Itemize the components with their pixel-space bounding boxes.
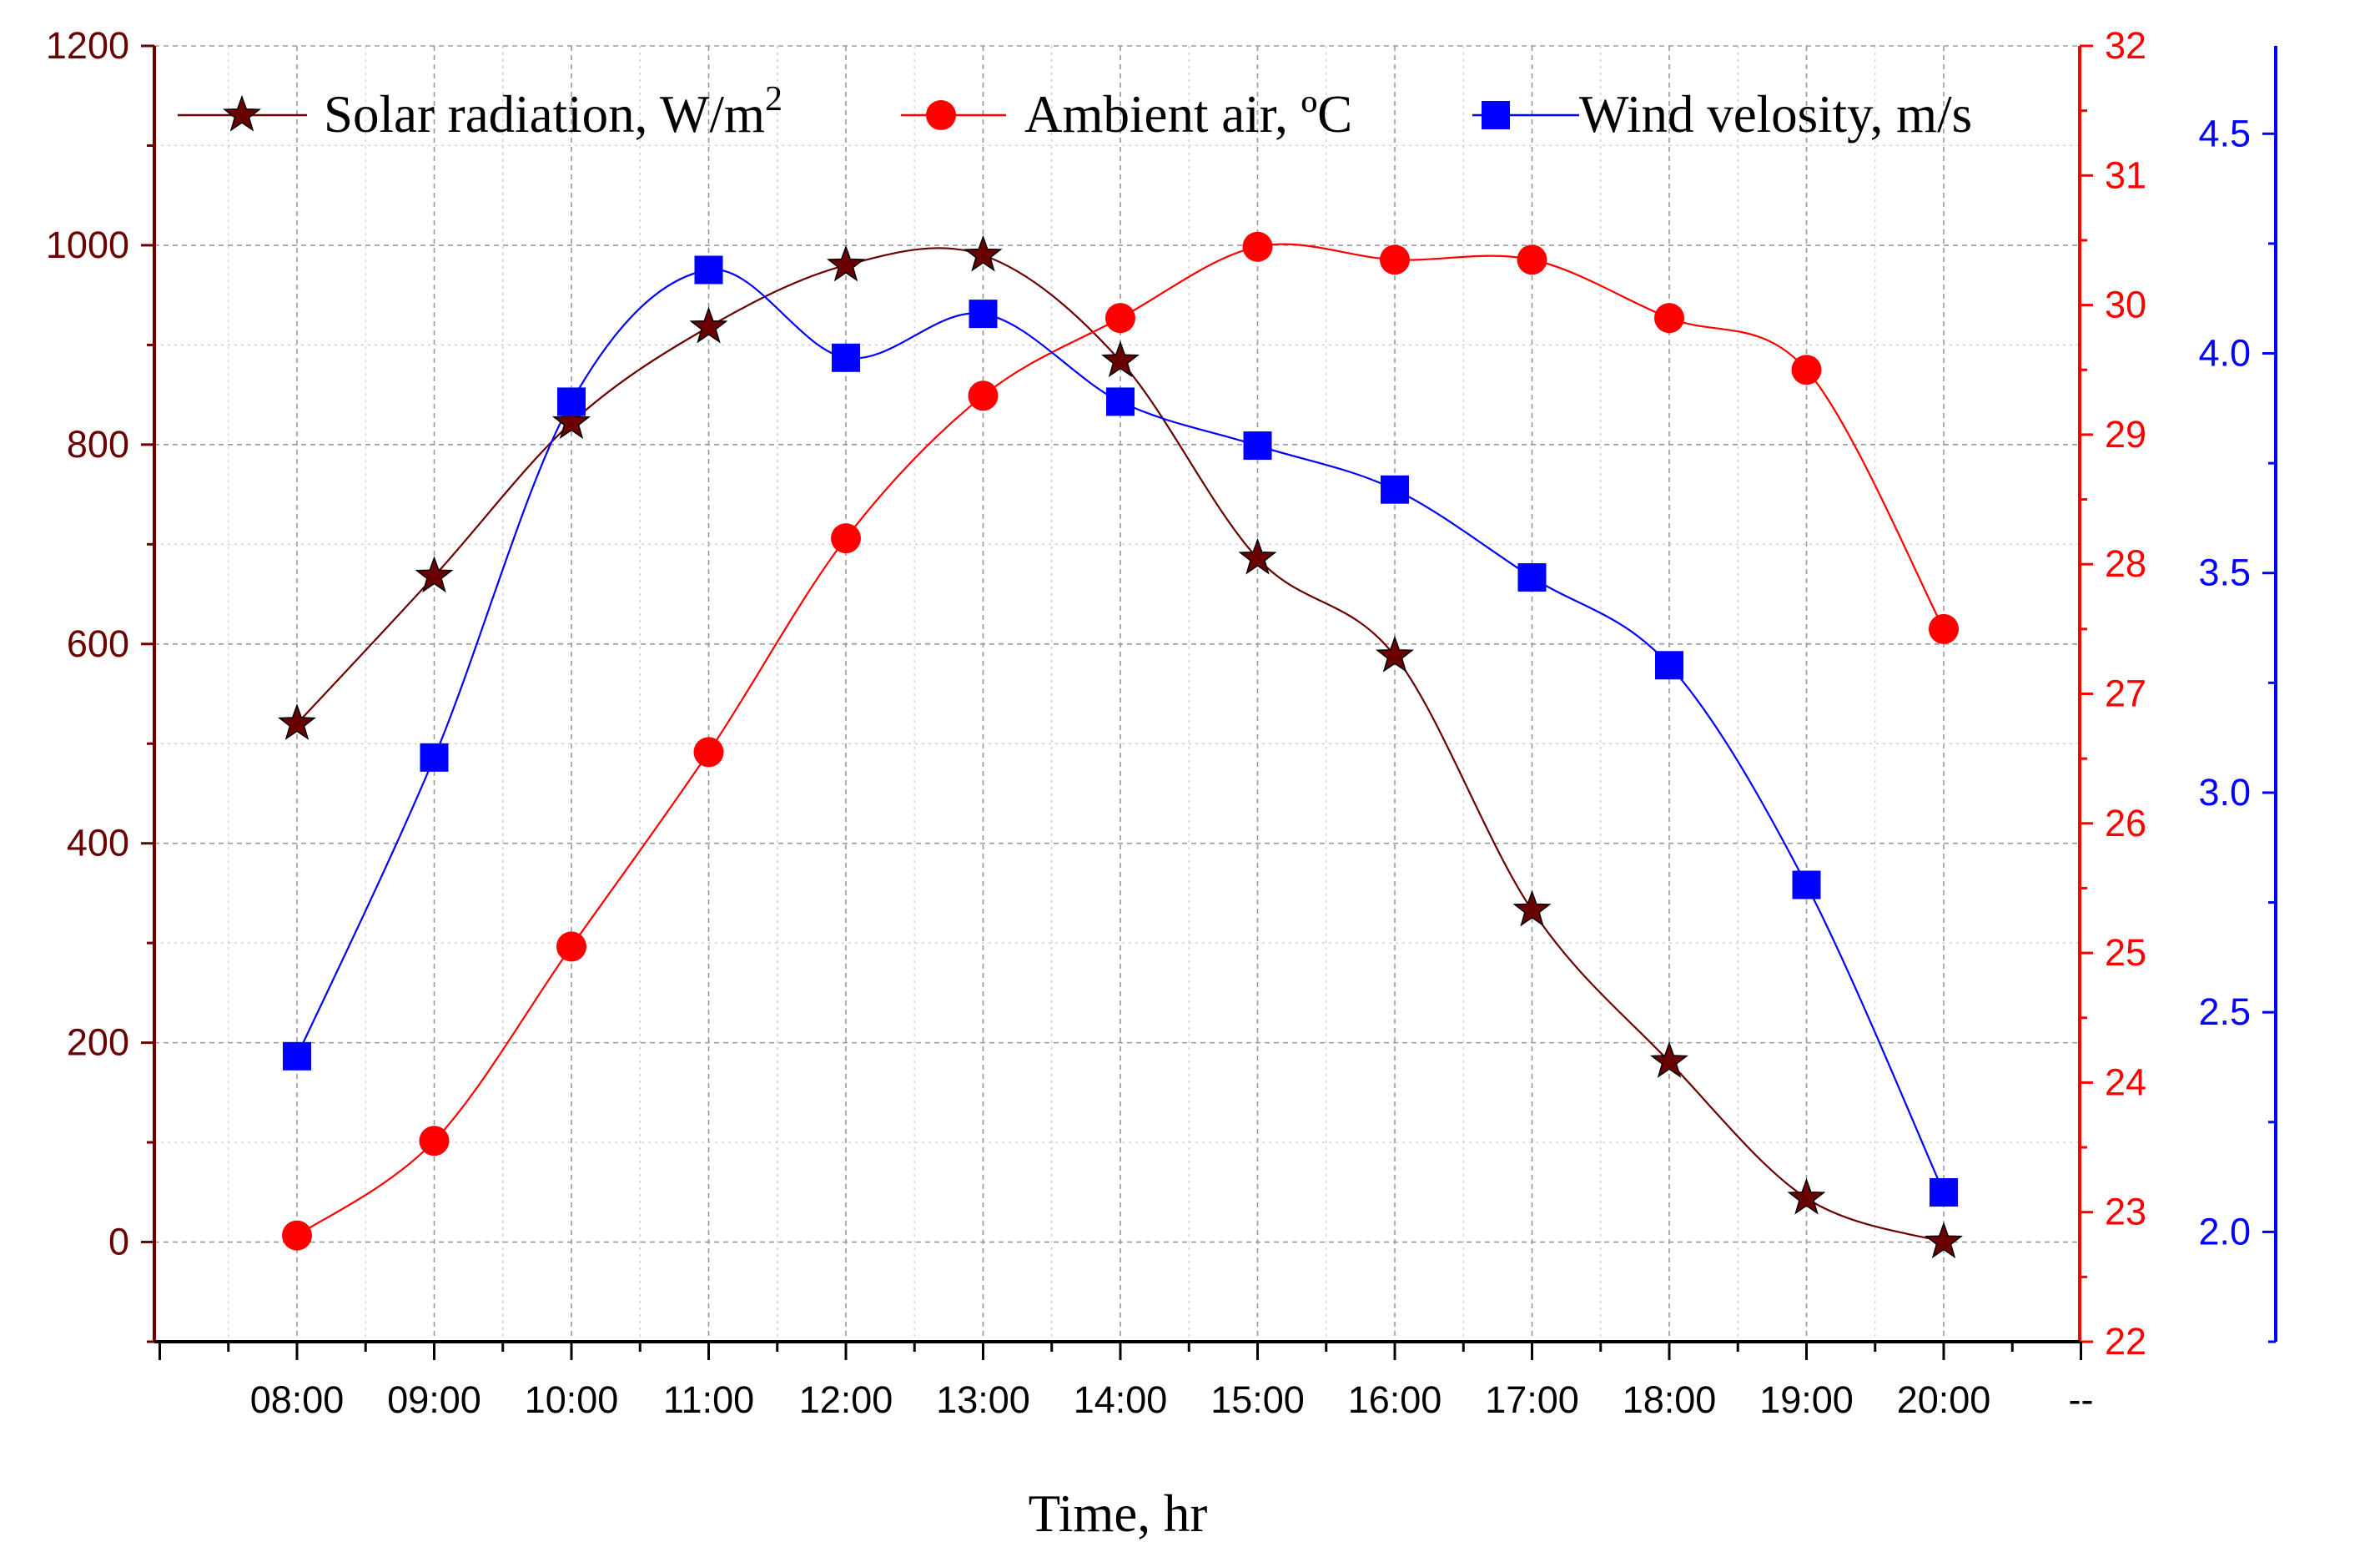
legend-wind-marker	[1482, 101, 1510, 129]
x-tick-label: 09:00	[387, 1378, 481, 1421]
y-right2-tick-label: 2.5	[2198, 990, 2251, 1033]
y-left-tick-label: 400	[67, 822, 129, 864]
data-point-2-1900	[1791, 355, 1822, 385]
y-right2-tick-label: 3.0	[2198, 771, 2251, 814]
data-point-3-1300	[969, 300, 998, 329]
y-left-tick-label: 0	[108, 1221, 129, 1263]
x-tick-label: 11:00	[663, 1378, 754, 1421]
legend-ambient-label: Ambient air, ºC	[1024, 85, 1352, 144]
y-left-tick-label: 600	[67, 622, 129, 665]
data-point-3-1100	[694, 255, 723, 285]
y-right-tick-label: 25	[2105, 931, 2146, 974]
data-point-2-1500	[1242, 231, 1273, 262]
y-left-tick-label: 800	[67, 423, 129, 466]
data-point-1-0800	[277, 703, 317, 740]
data-point-2-0900	[419, 1126, 450, 1156]
y-right-tick-label: 24	[2105, 1061, 2146, 1103]
data-point-2-1700	[1517, 244, 1547, 275]
data-point-2-1800	[1654, 303, 1684, 334]
data-point-2-0800	[282, 1220, 312, 1251]
data-point-1-1500	[1238, 537, 1277, 575]
data-point-3-1200	[832, 343, 860, 372]
data-point-3-2000	[1930, 1178, 1958, 1207]
series-line-3	[296, 269, 1945, 1193]
x-tick-label: 10:00	[525, 1378, 619, 1421]
y-right2-tick-label: 2.0	[2198, 1210, 2251, 1252]
y-right2-tick-label: 4.5	[2198, 112, 2251, 154]
data-point-3-0900	[420, 743, 449, 772]
y-right2-tick-label: 3.5	[2198, 552, 2251, 594]
data-point-2-1600	[1380, 244, 1410, 275]
y-right-tick-label: 30	[2105, 284, 2146, 326]
data-point-1-1600	[1375, 635, 1415, 673]
data-point-1-2000	[1924, 1222, 1964, 1259]
data-point-3-0800	[283, 1041, 311, 1071]
data-point-3-1400	[1106, 387, 1135, 416]
x-tick-label: 13:00	[936, 1378, 1030, 1421]
x-tick-label: 15:00	[1210, 1378, 1305, 1421]
data-point-2-2000	[1929, 613, 1959, 644]
y-right-tick-label: 22	[2105, 1320, 2146, 1363]
x-tick-label: 08:00	[250, 1378, 345, 1421]
legend-wind-label: Wind velosity, m/s	[1579, 85, 1972, 144]
markers	[277, 231, 1964, 1259]
data-point-1-1100	[689, 306, 728, 344]
data-point-2-1100	[693, 737, 724, 768]
y-left-tick-label: 1200	[46, 24, 129, 67]
data-point-3-1900	[1792, 870, 1821, 899]
data-point-2-1400	[1105, 303, 1135, 334]
y-left-tick-label: 200	[67, 1021, 129, 1064]
x-tick-label-end: --	[2069, 1378, 2094, 1421]
x-tick-label: 19:00	[1759, 1378, 1854, 1421]
x-axis-title: Time, hr	[1029, 1484, 1208, 1543]
legend-solar-marker	[222, 94, 262, 132]
y-right-tick-label: 29	[2105, 413, 2146, 456]
legend-solar-label: Solar radiation, W/m2	[324, 80, 782, 144]
y-right-tick-label: 27	[2105, 673, 2146, 715]
x-tick-label: 17:00	[1485, 1378, 1579, 1421]
legend-ambient-marker	[926, 100, 956, 130]
legend: Solar radiation, W/m2 Ambient air, ºC Wi…	[178, 80, 1972, 144]
data-point-2-1300	[968, 380, 999, 411]
data-point-3-1500	[1243, 431, 1272, 461]
y-right-tick-label: 26	[2105, 802, 2146, 844]
y-left-tick-label: 1000	[46, 224, 129, 266]
axes: 0 200 400 600 800 1000 1200 22 23 24 25 26 27 28 29 30 3…	[46, 24, 2277, 1421]
data-point-1-1200	[826, 244, 866, 282]
y-right-tick-label: 31	[2105, 154, 2146, 196]
data-point-1-1900	[1787, 1177, 1826, 1215]
x-tick-label: 12:00	[799, 1378, 893, 1421]
x-tick-label: 16:00	[1348, 1378, 1442, 1421]
y-right-tick-label: 32	[2105, 24, 2146, 67]
x-tick-label: 18:00	[1623, 1378, 1717, 1421]
y-right2-tick-label: 4.0	[2198, 332, 2251, 375]
data-point-3-1800	[1655, 651, 1683, 680]
x-tick-label: 20:00	[1897, 1378, 1991, 1421]
data-point-1-1700	[1512, 889, 1552, 927]
data-point-1-1800	[1649, 1041, 1689, 1078]
y-right-tick-label: 28	[2105, 542, 2146, 585]
data-point-3-1700	[1517, 562, 1547, 592]
data-point-1-1300	[964, 234, 1003, 272]
data-point-3-1000	[557, 387, 586, 416]
data-point-1-1000	[551, 402, 591, 440]
y-right-tick-label: 23	[2105, 1191, 2146, 1233]
data-point-2-1200	[831, 523, 861, 554]
data-point-3-1600	[1381, 475, 1409, 504]
data-point-1-0900	[415, 556, 454, 593]
data-point-2-1000	[556, 931, 586, 962]
x-tick-label: 14:00	[1074, 1378, 1168, 1421]
data-point-1-1400	[1100, 340, 1140, 378]
